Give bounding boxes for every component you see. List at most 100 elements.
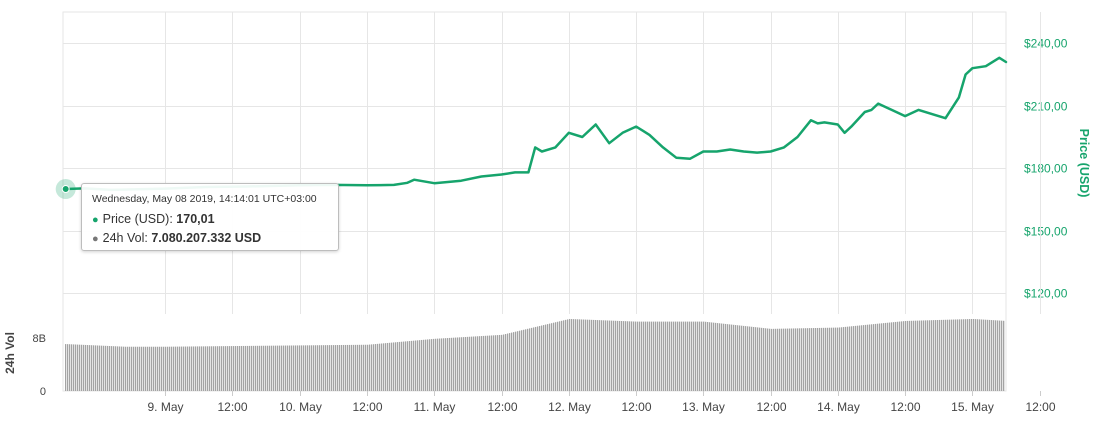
volume-bar [573, 319, 575, 391]
volume-bar [701, 321, 703, 391]
volume-bar [583, 319, 585, 391]
volume-bar [479, 336, 481, 391]
volume-bar [637, 321, 639, 391]
volume-bar [439, 338, 441, 391]
time-tick-label: 12:00 [756, 400, 786, 414]
volume-bar [261, 345, 263, 391]
volume-bar [299, 345, 301, 391]
volume-bar [887, 322, 889, 391]
volume-bar [401, 341, 403, 391]
volume-bar [741, 325, 743, 391]
volume-bar [325, 345, 327, 391]
volume-bar [723, 323, 725, 391]
volume-series-dot-icon: ● [92, 233, 99, 245]
volume-bar [749, 326, 751, 391]
volume-bar [67, 344, 69, 391]
volume-bar [519, 330, 521, 391]
volume-bar [465, 336, 467, 391]
volume-bar [383, 343, 385, 391]
volume-bar [759, 327, 761, 391]
volume-bar [69, 344, 71, 391]
volume-bar [923, 320, 925, 391]
volume-bar [699, 321, 701, 391]
volume-bar [417, 340, 419, 391]
volume-bar [475, 336, 477, 391]
volume-bar [601, 320, 603, 391]
volume-bar [659, 321, 661, 391]
price-series-line [64, 56, 1008, 192]
volume-bar [647, 321, 649, 391]
volume-bar [663, 321, 665, 391]
volume-bar [335, 345, 337, 391]
volume-bar [555, 322, 557, 391]
volume-bar [779, 328, 781, 391]
volume-bar [593, 319, 595, 391]
volume-bar [655, 321, 657, 391]
volume-bar [245, 345, 247, 391]
volume-bar [435, 338, 437, 391]
volume-bar [935, 320, 937, 391]
volume-bar [511, 332, 513, 391]
volume-bar [333, 345, 335, 391]
volume-bar [681, 321, 683, 391]
volume-bar [999, 320, 1001, 391]
volume-bar [653, 321, 655, 391]
volume-bar [385, 343, 387, 391]
volume-bar [127, 346, 129, 391]
volume-bar [313, 345, 315, 391]
volume-bar [423, 339, 425, 391]
volume-bar [249, 345, 251, 391]
time-tick-label: 12. May [548, 400, 591, 414]
price-axis-title: Price (USD) [1077, 129, 1091, 198]
volume-bar [125, 346, 127, 391]
volume-bar [123, 346, 125, 391]
volume-bar [217, 346, 219, 391]
volume-bar [269, 345, 271, 391]
volume-bar [119, 346, 121, 391]
volume-bar [913, 320, 915, 391]
volume-bar [813, 328, 815, 391]
volume-bar [695, 321, 697, 391]
volume-bar [251, 345, 253, 391]
volume-bar [297, 345, 299, 391]
volume-bar [405, 341, 407, 391]
volume-bar [725, 323, 727, 391]
volume-bar [627, 321, 629, 391]
volume-bar [389, 342, 391, 391]
volume-bar [989, 319, 991, 391]
volume-bar [533, 327, 535, 391]
volume-bar [979, 319, 981, 391]
volume-bar [975, 319, 977, 391]
volume-bar [545, 324, 547, 391]
volume-bar [821, 327, 823, 391]
volume-bar [229, 346, 231, 391]
volume-bar [183, 346, 185, 391]
volume-bar [829, 327, 831, 391]
volume-bar [83, 344, 85, 391]
volume-bar [149, 346, 151, 391]
volume-bar [899, 321, 901, 391]
volume-bar [651, 321, 653, 391]
volume-bar [675, 321, 677, 391]
volume-bar [563, 320, 565, 391]
volume-bar [953, 319, 955, 391]
volume-bar [819, 327, 821, 391]
volume-bar [159, 346, 161, 391]
volume-bar [319, 345, 321, 391]
volume-bar [833, 327, 835, 391]
volume-bar [473, 336, 475, 391]
volume-bar [129, 346, 131, 391]
volume-bar [481, 336, 483, 391]
volume-bar [811, 328, 813, 391]
volume-bar [337, 345, 339, 391]
volume-bar [581, 319, 583, 391]
volume-bar [595, 319, 597, 391]
volume-bar [541, 325, 543, 391]
price-tick-label: $210,00 [1024, 100, 1068, 114]
volume-bar [611, 320, 613, 391]
volume-bar [731, 324, 733, 391]
time-tick-label: 12:00 [890, 400, 920, 414]
volume-bar [373, 344, 375, 391]
volume-bar [991, 320, 993, 391]
volume-bar [287, 345, 289, 391]
